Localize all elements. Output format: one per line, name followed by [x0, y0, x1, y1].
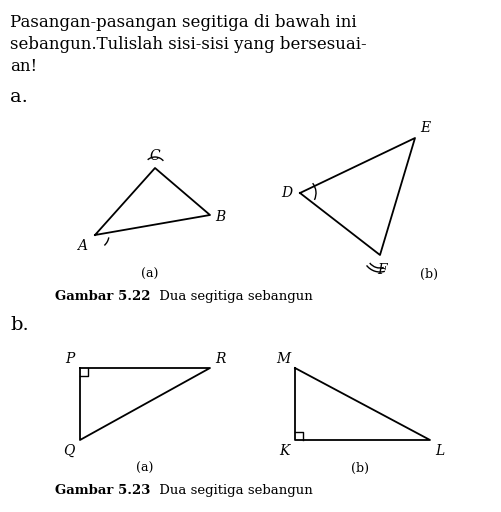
- Text: sebangun.Tulislah sisi-sisi yang bersesuai-: sebangun.Tulislah sisi-sisi yang bersesu…: [10, 36, 366, 53]
- Text: K: K: [279, 444, 290, 458]
- Text: (b): (b): [350, 462, 368, 475]
- Text: (a): (a): [136, 462, 153, 475]
- Text: Pasangan-pasangan segitiga di bawah ini: Pasangan-pasangan segitiga di bawah ini: [10, 14, 356, 31]
- Text: M: M: [275, 352, 290, 366]
- Text: R: R: [214, 352, 225, 366]
- Text: L: L: [434, 444, 443, 458]
- Text: a.: a.: [10, 88, 28, 106]
- Text: B: B: [214, 210, 225, 224]
- Text: (a): (a): [141, 268, 158, 281]
- Text: an!: an!: [10, 58, 37, 75]
- Text: D: D: [281, 186, 292, 200]
- Text: A: A: [77, 239, 87, 253]
- Text: (b): (b): [419, 268, 437, 281]
- Text: Dua segitiga sebangun: Dua segitiga sebangun: [155, 484, 312, 497]
- Text: Gambar 5.22: Gambar 5.22: [55, 290, 150, 303]
- Text: b.: b.: [10, 316, 29, 334]
- Text: C: C: [149, 149, 160, 163]
- Text: E: E: [419, 121, 429, 135]
- Text: Gambar 5.23: Gambar 5.23: [55, 484, 150, 497]
- Text: P: P: [66, 352, 75, 366]
- Text: F: F: [376, 263, 386, 277]
- Text: Q: Q: [64, 444, 75, 458]
- Text: Dua segitiga sebangun: Dua segitiga sebangun: [155, 290, 312, 303]
